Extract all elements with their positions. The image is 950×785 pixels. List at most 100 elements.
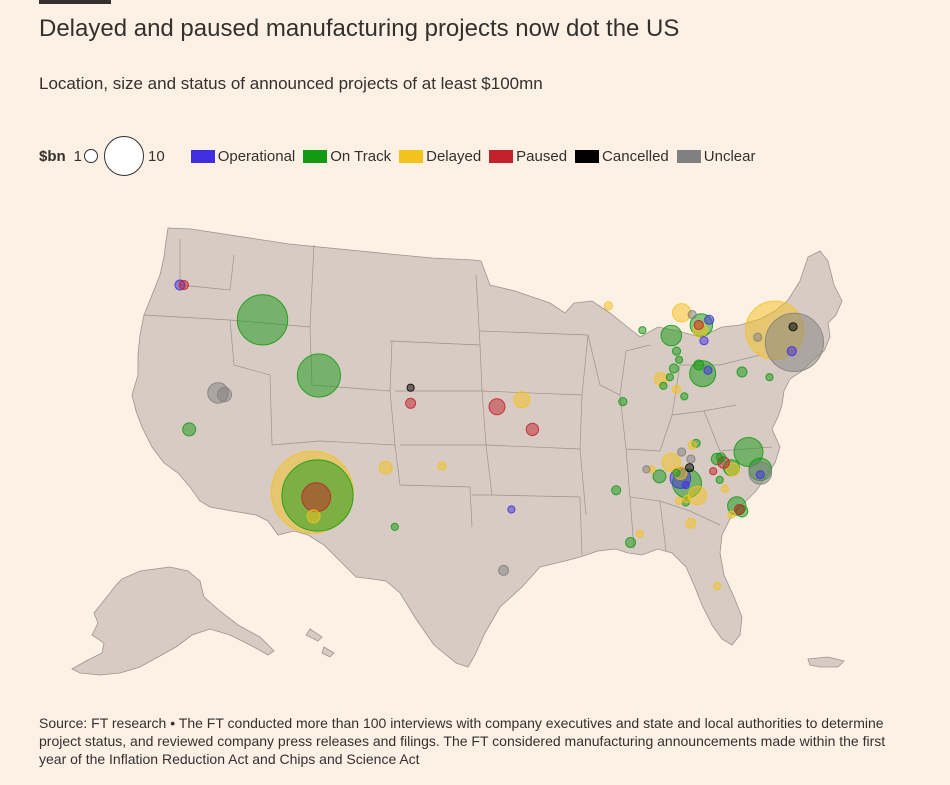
project-bubble-paused (301, 482, 332, 513)
legend-label-on-track: On Track (330, 147, 392, 165)
legend-swatch-on-track (303, 149, 328, 163)
project-bubble-operational (507, 505, 516, 514)
page-title: Delayed and paused manufacturing project… (39, 15, 680, 42)
legend-item-on-track: On Track (303, 148, 391, 165)
project-bubble-unclear (753, 332, 763, 342)
legend-swatch-unclear (676, 149, 701, 163)
legend-item-unclear: Unclear (676, 147, 756, 165)
project-bubble-paused (709, 467, 718, 476)
legend-swatch-delayed (399, 149, 424, 163)
state-border-line (579, 496, 583, 556)
project-bubble-paused (733, 504, 745, 515)
state-border-line (659, 500, 667, 552)
project-bubble-unclear (764, 312, 825, 373)
project-bubble-delayed (671, 384, 682, 394)
state-border-line (659, 404, 737, 452)
project-bubble-on-track (652, 469, 667, 484)
alaska-shape (71, 566, 275, 676)
size-key: 1 10 (74, 136, 165, 176)
project-bubble-paused (693, 319, 704, 331)
project-bubble-operational (681, 481, 690, 490)
legend-item-paused: Paused (489, 148, 567, 165)
size-small-circle (84, 149, 99, 163)
project-bubble-on-track (715, 475, 724, 484)
project-bubble-on-track (638, 326, 647, 335)
size-large-circle (104, 136, 145, 176)
project-bubble-on-track (618, 397, 628, 407)
project-bubble-unclear (216, 387, 233, 403)
state-border-line (491, 494, 581, 498)
project-bubble-unclear (686, 454, 696, 464)
us-land (71, 227, 845, 676)
state-border-line (619, 344, 651, 396)
state-border-line (394, 444, 473, 528)
project-bubble-cancelled (406, 383, 415, 392)
state-border-line (689, 510, 721, 526)
project-bubble-delayed (727, 510, 736, 519)
project-bubble-on-track (693, 359, 705, 371)
project-bubble-on-track (625, 537, 637, 548)
legend-label-operational: Operational (217, 147, 296, 165)
project-bubble-paused (405, 397, 417, 409)
project-bubble-on-track (668, 363, 680, 374)
project-bubble-cancelled (685, 463, 695, 473)
size-small-label: 1 (73, 147, 83, 165)
project-bubble-delayed (513, 391, 531, 409)
project-bubble-delayed (675, 496, 684, 505)
project-bubble-delayed (635, 529, 644, 538)
project-bubble-operational (699, 336, 709, 346)
project-bubble-delayed (306, 509, 321, 524)
legend-label-unclear: Unclear (703, 147, 756, 165)
project-bubble-delayed (725, 462, 740, 477)
page-subtitle: Location, size and status of announced p… (39, 74, 543, 93)
project-bubble-on-track (672, 468, 681, 477)
project-bubble-unclear (677, 447, 687, 457)
legend-item-cancelled: Cancelled (575, 148, 669, 165)
project-bubble-on-track (659, 381, 668, 390)
project-bubble-on-track (182, 422, 197, 437)
header-rule (39, 0, 111, 4)
project-bubble-paused (525, 422, 540, 437)
project-bubble-operational (786, 346, 797, 357)
project-bubbles (174, 279, 825, 591)
state-border-line (309, 244, 315, 328)
legend-unit: $bn (39, 147, 66, 165)
source-note: Source: FT research • The FT conducted m… (39, 715, 886, 767)
project-bubble-on-track (765, 373, 774, 382)
project-bubble-on-track (611, 485, 622, 496)
project-bubble-unclear (687, 310, 697, 320)
project-bubble-paused (178, 279, 190, 291)
us-map (71, 227, 845, 676)
legend-label-cancelled: Cancelled (602, 147, 669, 165)
project-bubble-on-track (680, 392, 689, 401)
legend-label-delayed: Delayed (426, 147, 482, 165)
legend: $bn 1 10 Operational On Track Delayed Pa… (39, 133, 763, 179)
project-bubble-delayed (437, 461, 447, 471)
state-border-line (625, 448, 691, 512)
project-bubble-on-track (715, 452, 727, 463)
state-border-line (143, 314, 273, 446)
project-bubble-delayed (685, 517, 697, 529)
hawaii-shape (305, 628, 845, 668)
project-bubble-operational (704, 314, 715, 325)
project-bubble-cancelled (788, 322, 798, 332)
status-legend: Operational On Track Delayed Paused Canc… (190, 147, 764, 165)
project-bubble-delayed (720, 484, 730, 493)
project-bubble-on-track (665, 373, 675, 382)
project-bubble-on-track (671, 346, 682, 356)
project-bubble-delayed (682, 494, 692, 504)
project-bubble-on-track (660, 324, 683, 347)
legend-item-delayed: Delayed (399, 148, 481, 165)
size-large-label: 10 (148, 147, 165, 165)
project-bubble-delayed (661, 452, 681, 473)
legend-label-paused: Paused (516, 147, 568, 165)
project-bubble-delayed (378, 460, 393, 475)
project-bubble-unclear (498, 564, 510, 576)
state-border-line (179, 239, 235, 291)
state-border-line (389, 340, 483, 392)
project-bubble-delayed (687, 485, 708, 506)
project-bubble-on-track (236, 294, 289, 346)
project-bubble-operational (755, 470, 765, 480)
state-border-line (271, 390, 396, 446)
project-bubble-unclear (642, 465, 651, 474)
